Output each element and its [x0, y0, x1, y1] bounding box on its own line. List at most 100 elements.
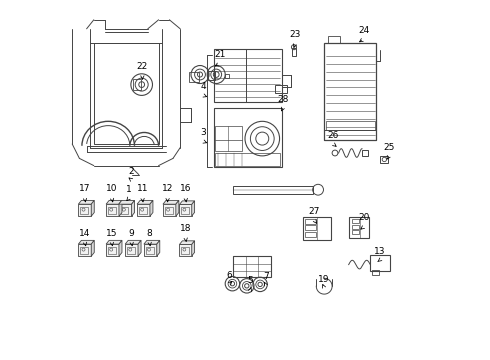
Text: 28: 28	[277, 95, 289, 104]
Text: 8: 8	[147, 229, 152, 238]
Bar	[275, 85, 288, 93]
Polygon shape	[179, 241, 195, 244]
Polygon shape	[106, 201, 122, 204]
Bar	[121, 207, 128, 214]
Bar	[282, 75, 291, 87]
Bar	[305, 219, 316, 224]
Bar	[78, 204, 91, 216]
Bar	[108, 207, 116, 214]
Text: 7: 7	[263, 272, 269, 281]
Bar	[78, 244, 91, 256]
Text: 10: 10	[106, 184, 118, 193]
Text: 5: 5	[247, 276, 253, 285]
Text: 12: 12	[162, 184, 173, 193]
Bar	[380, 156, 388, 163]
Polygon shape	[78, 201, 94, 204]
Bar	[108, 247, 116, 254]
Text: 20: 20	[358, 213, 369, 222]
Bar	[352, 230, 360, 234]
Text: 24: 24	[358, 26, 369, 35]
Bar	[214, 49, 282, 102]
Text: 26: 26	[327, 131, 339, 140]
Text: 18: 18	[180, 224, 192, 233]
Bar	[106, 204, 119, 216]
Bar	[163, 204, 176, 216]
Polygon shape	[176, 201, 179, 216]
Polygon shape	[157, 240, 160, 256]
Bar	[165, 207, 172, 214]
Bar	[139, 207, 147, 214]
Bar	[324, 43, 376, 140]
Bar	[324, 130, 376, 140]
Text: 9: 9	[129, 229, 134, 238]
Polygon shape	[138, 240, 141, 256]
Bar	[80, 207, 88, 214]
Bar	[80, 247, 88, 254]
Bar	[305, 225, 316, 230]
Text: 25: 25	[383, 143, 394, 152]
Text: 14: 14	[79, 229, 91, 238]
Bar	[352, 225, 360, 229]
Text: 19: 19	[318, 275, 330, 284]
Bar	[181, 207, 189, 214]
Bar	[119, 204, 131, 216]
Polygon shape	[91, 240, 94, 256]
Polygon shape	[131, 201, 135, 216]
Bar	[181, 247, 189, 254]
Bar	[303, 217, 331, 240]
Text: 13: 13	[374, 247, 386, 256]
Bar	[305, 232, 316, 237]
Bar	[372, 270, 379, 275]
Text: 1: 1	[126, 185, 132, 194]
Polygon shape	[119, 240, 122, 256]
Text: 22: 22	[137, 62, 148, 71]
Bar	[125, 244, 138, 256]
Bar	[144, 244, 157, 256]
Bar	[180, 108, 191, 122]
Bar	[179, 244, 192, 256]
Polygon shape	[192, 241, 195, 256]
Bar	[349, 217, 369, 238]
Bar	[106, 244, 119, 256]
Text: 2: 2	[129, 167, 134, 176]
Polygon shape	[150, 201, 153, 216]
Polygon shape	[91, 201, 94, 216]
Text: 16: 16	[180, 184, 192, 193]
Text: 6: 6	[226, 271, 232, 280]
Polygon shape	[106, 240, 122, 244]
Bar	[326, 121, 374, 130]
Polygon shape	[192, 201, 195, 216]
Text: 15: 15	[106, 229, 118, 238]
Text: 11: 11	[137, 184, 148, 193]
Text: 3: 3	[200, 128, 206, 137]
Bar	[94, 43, 159, 144]
Text: 4: 4	[200, 82, 206, 91]
Bar	[216, 126, 243, 151]
Bar	[127, 247, 135, 254]
Polygon shape	[144, 240, 160, 244]
Polygon shape	[179, 201, 195, 204]
Bar	[233, 256, 271, 277]
Polygon shape	[78, 240, 94, 244]
Bar	[133, 79, 141, 90]
Bar	[362, 150, 368, 156]
Bar	[328, 36, 341, 43]
Text: 17: 17	[79, 184, 91, 193]
Bar	[137, 204, 150, 216]
Bar	[179, 204, 192, 216]
Bar	[233, 186, 313, 194]
Polygon shape	[125, 240, 141, 244]
Polygon shape	[119, 201, 135, 204]
Text: 23: 23	[290, 30, 301, 39]
Bar	[225, 74, 229, 78]
Bar	[214, 108, 282, 167]
Bar	[208, 71, 215, 80]
Bar	[292, 48, 296, 56]
Polygon shape	[119, 201, 122, 216]
Bar	[189, 72, 199, 82]
Bar	[146, 247, 153, 254]
Bar	[370, 255, 390, 271]
Text: 21: 21	[214, 50, 225, 59]
Polygon shape	[137, 201, 153, 204]
Bar	[216, 153, 280, 166]
